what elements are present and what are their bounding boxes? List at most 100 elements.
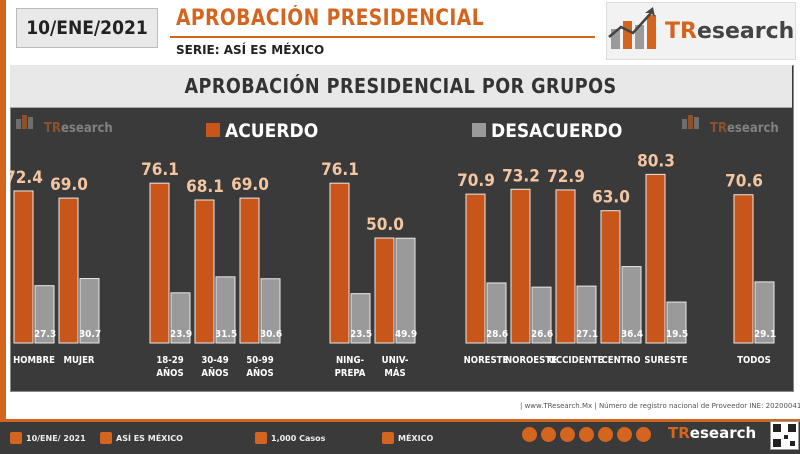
bar-desacuerdo	[754, 281, 775, 344]
calendar-icon	[10, 432, 22, 444]
category-label: AÑOS	[246, 368, 273, 379]
bar-acuerdo	[329, 182, 350, 344]
watermark-left-text: TResearch	[44, 121, 113, 136]
data-label-desacuerdo: 26.6	[531, 329, 553, 340]
title-underline	[170, 36, 595, 38]
category-label: NOROESTE	[505, 355, 557, 366]
page-title: APROBACIÓN PRESIDENCIAL	[176, 6, 485, 31]
category-label: MUJER	[63, 355, 94, 366]
data-label-acuerdo: 70.6	[725, 172, 763, 192]
footer-country-text: MÉXICO	[398, 433, 434, 443]
brand-suffix: esearch	[696, 18, 795, 44]
data-label-desacuerdo: 49.9	[395, 329, 417, 340]
category-label: NORESTE	[464, 355, 509, 366]
bar-desacuerdo	[576, 285, 597, 344]
data-label-acuerdo: 63.0	[592, 188, 630, 208]
category-label: 18-29	[156, 355, 183, 366]
data-label-desacuerdo: 30.7	[79, 329, 101, 340]
data-label-acuerdo: 72.4	[10, 168, 43, 188]
bar-acuerdo	[374, 237, 395, 344]
data-label-desacuerdo: 28.6	[486, 329, 508, 340]
qr-code[interactable]	[770, 421, 799, 450]
data-label-acuerdo: 69.0	[231, 175, 269, 195]
data-label-desacuerdo: 23.9	[170, 329, 192, 340]
footer-brand: TResearch	[668, 424, 756, 442]
watermark-right: TResearch	[682, 115, 779, 136]
chart-logo-icon	[608, 7, 656, 49]
legend-label-acuerdo: ACUERDO	[225, 120, 318, 142]
data-label-acuerdo: 68.1	[186, 177, 224, 197]
category-label: UNIV-	[382, 355, 409, 366]
bar-desacuerdo	[621, 266, 642, 344]
legend-label-desacuerdo: DESACUERDO	[491, 120, 622, 142]
footer-series: ASÍ ES MÉXICO	[100, 432, 183, 444]
legend-swatch-acuerdo	[206, 123, 220, 137]
bar-desacuerdo	[34, 285, 55, 344]
bar-desacuerdo	[666, 301, 687, 344]
bar-acuerdo	[510, 188, 531, 344]
category-label: SURESTE	[644, 355, 688, 366]
bar-acuerdo	[58, 197, 79, 344]
bar-acuerdo	[555, 189, 576, 344]
bar-acuerdo	[465, 193, 486, 344]
chart-title: APROBACIÓN PRESIDENCIAL POR GRUPOS	[184, 74, 618, 98]
data-label-acuerdo: 50.0	[366, 215, 404, 235]
watermark-right-text: TResearch	[710, 121, 779, 136]
phone-icon[interactable]	[541, 427, 556, 442]
footer-date: 10/ENE/ 2021	[10, 432, 86, 444]
data-label-desacuerdo: 36.4	[621, 329, 643, 340]
brand-logo: TResearch	[606, 2, 796, 60]
bar-acuerdo	[13, 190, 34, 344]
category-label: HOMBRE	[13, 355, 55, 366]
category-label: AÑOS	[156, 368, 183, 379]
bar-desacuerdo	[531, 286, 552, 344]
web-icon[interactable]	[522, 427, 537, 442]
header-date: 10/ENE/2021	[16, 8, 158, 48]
footer-date-text: 10/ENE/ 2021	[26, 433, 86, 443]
bar-acuerdo	[149, 182, 170, 344]
facebook-icon[interactable]	[598, 427, 613, 442]
youtube-icon[interactable]	[636, 427, 651, 442]
category-label: 50-99	[246, 355, 273, 366]
category-label: MÁS	[384, 367, 405, 379]
data-label-acuerdo: 80.3	[637, 151, 675, 171]
page-subtitle: SERIE: ASÍ ES MÉXICO	[176, 43, 325, 57]
footer-cases-text: 1,000 Casos	[271, 433, 326, 443]
data-label-acuerdo: 76.1	[141, 160, 179, 180]
category-label: OCCIDENTE	[549, 355, 604, 366]
chart-title-bar: APROBACIÓN PRESIDENCIAL POR GRUPOS	[10, 65, 792, 108]
bar-desacuerdo	[350, 293, 371, 344]
category-label: AÑOS	[201, 368, 228, 379]
legend-swatch-desacuerdo	[472, 123, 486, 137]
footer-series-text: ASÍ ES MÉXICO	[116, 433, 183, 443]
brand-prefix: TR	[665, 18, 697, 44]
data-label-desacuerdo: 19.5	[666, 329, 688, 340]
category-label: CENTRO	[602, 355, 641, 366]
left-accent-strip	[0, 0, 6, 451]
bar-desacuerdo	[170, 292, 191, 344]
footer-country: MÉXICO	[382, 432, 433, 444]
category-label: TODOS	[737, 355, 771, 366]
bar-desacuerdo	[395, 237, 416, 344]
twitter-icon[interactable]	[579, 427, 594, 442]
category-label: NING-	[336, 355, 364, 366]
category-label: 30-49	[201, 355, 228, 366]
data-label-acuerdo: 69.0	[50, 175, 88, 195]
data-label-desacuerdo: 30.6	[260, 329, 282, 340]
data-label-acuerdo: 76.1	[321, 160, 359, 180]
data-label-acuerdo: 73.2	[502, 166, 540, 186]
bar-acuerdo	[645, 173, 666, 344]
footer-cases: 1,000 Casos	[255, 432, 325, 444]
survey-icon	[100, 432, 112, 444]
chart-legend: ACUERDO DESACUERDO	[206, 120, 622, 142]
data-label-desacuerdo: 29.1	[754, 329, 776, 340]
approval-bar-chart: TResearch TResearch ACUERDO DESACUERDO 7…	[10, 115, 779, 379]
email-icon[interactable]	[560, 427, 575, 442]
bar-acuerdo	[194, 199, 215, 344]
linkedin-icon[interactable]	[617, 427, 632, 442]
footnote: | www.TResearch.Mx | Número de registro …	[520, 402, 800, 410]
data-label-desacuerdo: 27.3	[34, 329, 56, 340]
footer-brand-suffix: esearch	[689, 424, 757, 442]
brand-name: TResearch	[665, 19, 794, 44]
chat-icon	[255, 432, 267, 444]
